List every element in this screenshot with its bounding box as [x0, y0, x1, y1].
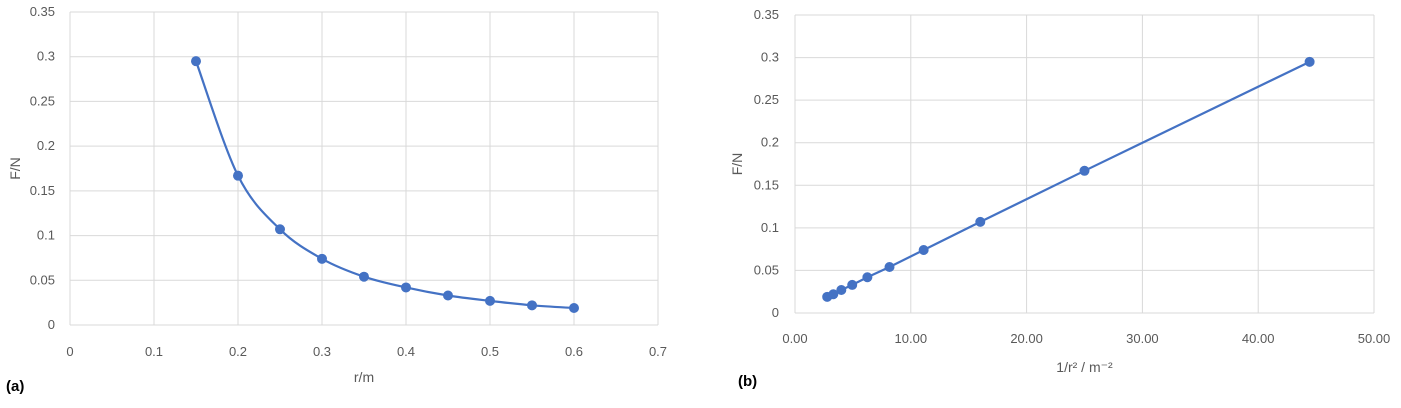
panel-label: (b)	[738, 373, 757, 390]
y-tick-label: 0.1	[761, 220, 779, 235]
x-tick-label: 50.00	[1358, 331, 1391, 346]
y-tick-label: 0.35	[754, 7, 779, 22]
y-tick-label: 0.25	[30, 93, 55, 108]
x-tick-label: 0.5	[481, 344, 499, 359]
data-point	[485, 295, 495, 306]
x-tick-label: 0.3	[313, 344, 331, 359]
data-point	[233, 170, 243, 181]
data-point	[527, 300, 537, 311]
data-point	[359, 271, 369, 282]
data-point	[317, 253, 327, 264]
y-tick-label: 0.2	[37, 138, 55, 153]
x-axis-label: 1/r² / m⁻²	[1056, 359, 1113, 375]
y-tick-label: 0.15	[30, 183, 55, 198]
x-tick-label: 40.00	[1242, 331, 1275, 346]
x-tick-label: 0.2	[229, 344, 247, 359]
y-tick-label: 0	[48, 317, 55, 332]
data-point	[1304, 56, 1315, 67]
y-tick-label: 0.05	[754, 262, 779, 277]
x-tick-label: 0.00	[782, 331, 807, 346]
data-point	[275, 224, 285, 235]
y-tick-label: 0.2	[761, 135, 779, 150]
x-tick-label: 30.00	[1126, 331, 1159, 346]
data-point	[884, 262, 895, 273]
y-tick-label: 0.05	[30, 272, 55, 287]
y-axis-label: F/N	[7, 157, 23, 180]
x-axis-label: r/m	[354, 369, 374, 385]
data-point	[836, 285, 847, 296]
data-point	[443, 290, 453, 301]
chart-b: 0 0.05 0.1 0.15 0.2 0.25 0.3 0.35 0.00 10.00 20.00…	[729, 7, 1390, 390]
series-line	[826, 60, 1311, 298]
chart-a: 0 0.05 0.1 0.15 0.2 0.25 0.3 0.35 0 0.1 0.2 0.3 0.4 0…	[6, 4, 667, 395]
x-tick-label: 0	[66, 344, 73, 359]
y-axis-label: F/N	[729, 153, 745, 176]
series-line	[194, 60, 575, 310]
y-tick-label: 0.25	[754, 92, 779, 107]
x-tick-label: 20.00	[1010, 331, 1043, 346]
data-point	[862, 272, 873, 283]
data-point	[975, 216, 986, 227]
x-tick-label: 0.1	[145, 344, 163, 359]
y-tick-label: 0.3	[37, 49, 55, 64]
data-point	[847, 279, 858, 290]
data-point	[569, 303, 579, 314]
data-point	[1079, 165, 1090, 176]
x-tick-label: 0.7	[649, 344, 667, 359]
y-tick-label: 0.1	[37, 228, 55, 243]
y-tick-label: 0.15	[754, 177, 779, 192]
data-point	[828, 289, 839, 300]
data-point	[191, 56, 201, 67]
x-tick-label: 10.00	[895, 331, 928, 346]
x-tick-label: 0.6	[565, 344, 583, 359]
x-tick-label: 0.4	[397, 344, 415, 359]
y-tick-label: 0	[772, 305, 779, 320]
panel-label: (a)	[6, 378, 24, 395]
data-point	[918, 244, 929, 255]
y-tick-label: 0.3	[761, 50, 779, 65]
y-tick-label: 0.35	[30, 4, 55, 19]
data-point	[401, 282, 411, 293]
